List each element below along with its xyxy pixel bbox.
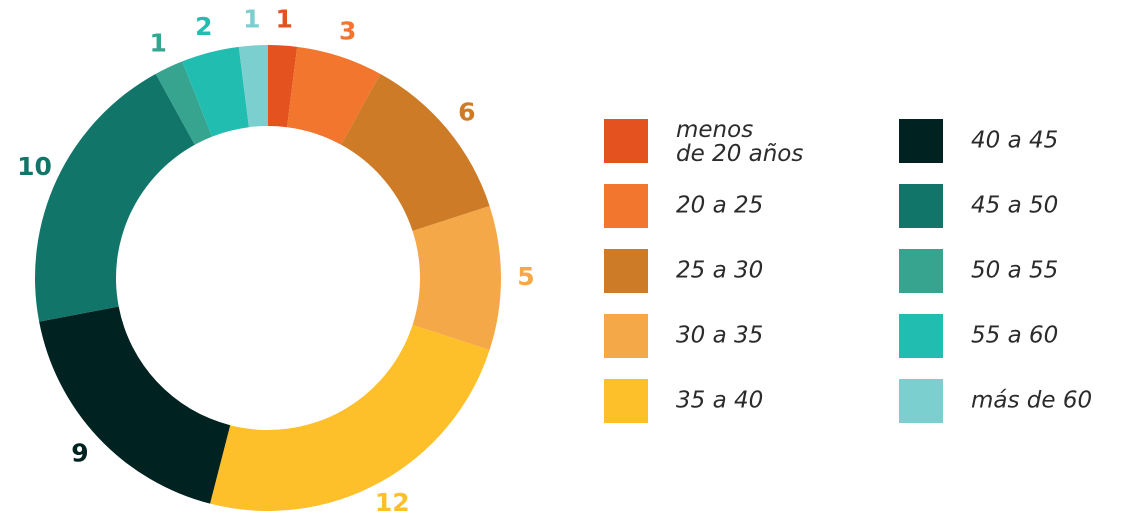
donut-slice: [155, 61, 213, 145]
legend-label: 30 a 35: [676, 323, 763, 349]
legend-label: más de 60: [971, 388, 1092, 414]
donut-slice: [341, 73, 490, 232]
legend-label: 35 a 40: [676, 388, 763, 414]
legend-swatch: [604, 379, 648, 423]
value-label: 9: [71, 439, 88, 468]
value-label: 1: [243, 5, 260, 34]
legend-label: 50 a 55: [971, 258, 1058, 284]
legend-swatch: [899, 249, 943, 293]
donut-slice: [210, 324, 490, 511]
value-label: 1: [149, 29, 166, 58]
donut-slice: [182, 46, 249, 137]
legend-label: 25 a 30: [676, 258, 763, 284]
legend-label: 55 a 60: [971, 323, 1058, 349]
donut-slice: [287, 46, 381, 145]
legend-label: menos de 20 años: [676, 117, 803, 167]
legend-swatch: [604, 184, 648, 228]
legend-label: 45 a 50: [971, 193, 1058, 219]
value-label: 2: [195, 12, 212, 41]
donut-slice: [412, 205, 502, 351]
value-label: 10: [17, 152, 52, 181]
donut-slice: [268, 45, 298, 128]
value-label: 3: [339, 17, 356, 46]
legend-label: 20 a 25: [676, 193, 763, 219]
legend-swatch: [604, 119, 648, 163]
donut-slice: [238, 45, 268, 128]
value-label: 1: [275, 5, 292, 34]
donut-slice: [39, 306, 231, 504]
legend-label: 40 a 45: [971, 128, 1058, 154]
legend-swatch: [899, 119, 943, 163]
legend-swatch: [899, 314, 943, 358]
value-label: 6: [458, 98, 475, 127]
legend-swatch: [604, 314, 648, 358]
legend-swatch: [899, 184, 943, 228]
donut-slice: [34, 73, 195, 322]
legend-swatch: [604, 249, 648, 293]
value-label: 12: [375, 488, 410, 513]
legend-swatch: [899, 379, 943, 423]
value-label: 5: [517, 262, 534, 291]
